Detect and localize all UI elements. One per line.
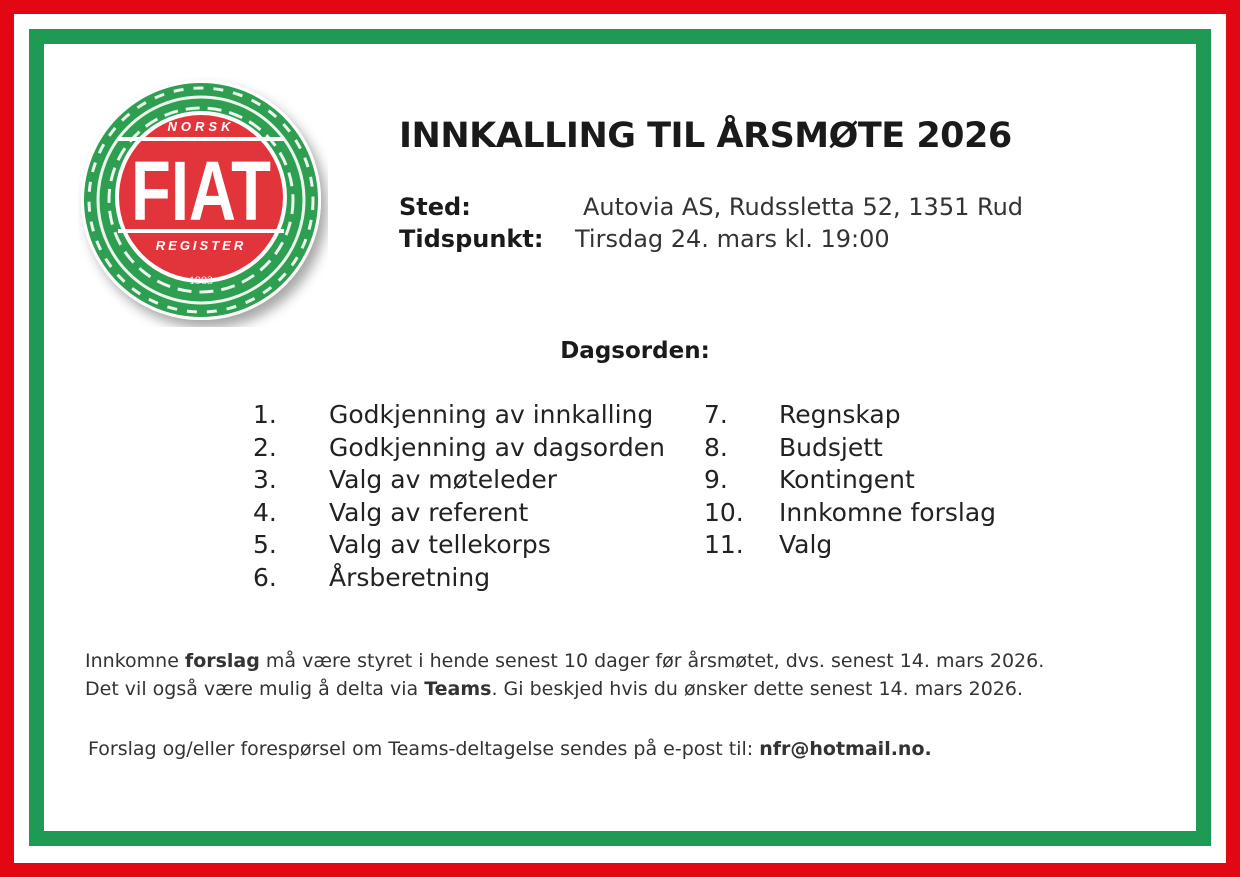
detail-value-tidspunkt: Tirsdag 24. mars kl. 19:00 [575,225,890,253]
agenda-item-text: Regnskap [779,400,901,429]
agenda-item-number: 8. [704,432,728,462]
footer-text: Forslag og/eller forespørsel om Teams-de… [88,738,760,760]
footer-line-3: Forslag og/eller forespørsel om Teams-de… [88,738,932,760]
agenda-item-number: 2. [253,432,277,462]
footer-line-2: Det vil også være mulig å delta via Team… [85,678,1023,700]
agenda-item-number: 3. [253,465,277,494]
footer-text: Innkomne [85,650,185,672]
detail-label-sted: Sted: [399,193,471,221]
agenda-heading: Dagsorden: [560,338,710,364]
logo-year: 1983 [189,273,213,287]
agenda-item-text: Valg [779,530,833,559]
agenda-item-number: 7. [704,400,728,429]
agenda-item-text: Kontingent [779,465,915,494]
agenda-item-number: 5. [253,530,277,559]
agenda-item-text: Valg av referent [329,497,529,527]
detail-label-tidspunkt: Tidspunkt: [399,225,544,253]
page-title: INNKALLING TIL ÅRSMØTE 2026 [399,116,1012,156]
agenda-item-number: 9. [704,465,728,494]
agenda-item-text: Godkjenning av dagsorden [329,432,666,462]
agenda-item-text: Årsberetning [329,562,491,592]
logo-norsk: NORSK [168,119,235,134]
agenda-item-text: Innkomne forslag [779,497,997,527]
agenda-item-number: 11. [704,530,744,559]
agenda-item-text: Valg av møteleder [329,465,557,494]
agenda-item-number: 6. [253,562,277,592]
footer-bold: Teams [424,678,492,700]
footer-line-1: Innkomne forslag må være styret i hende … [85,650,1044,672]
contact-email[interactable]: nfr@hotmail.no. [759,738,932,760]
logo-fiat: FIAT [131,144,271,238]
footer-text: må være styret i hende senest 10 dager f… [259,650,1045,672]
footer-bold: forslag [184,650,260,672]
agenda-item-text: Budsjett [779,432,883,462]
agenda-item-number: 1. [253,400,277,429]
agenda-item-number: 4. [253,497,277,527]
agenda-item-text: Godkjenning av innkalling [329,400,654,429]
footer-text: Det vil også være mulig å delta via [85,678,425,700]
norsk-fiat-register-logo: NORSK FIAT REGISTER 1983 [81,80,321,320]
detail-value-sted: Autovia AS, Rudssletta 52, 1351 Rud [583,193,1024,221]
agenda-item-number: 10. [704,497,744,527]
agenda-item-text: Valg av tellekorps [329,530,551,559]
footer-text: . Gi beskjed hvis du ønsker dette senest… [491,678,1024,700]
logo-register: REGISTER [156,238,246,253]
